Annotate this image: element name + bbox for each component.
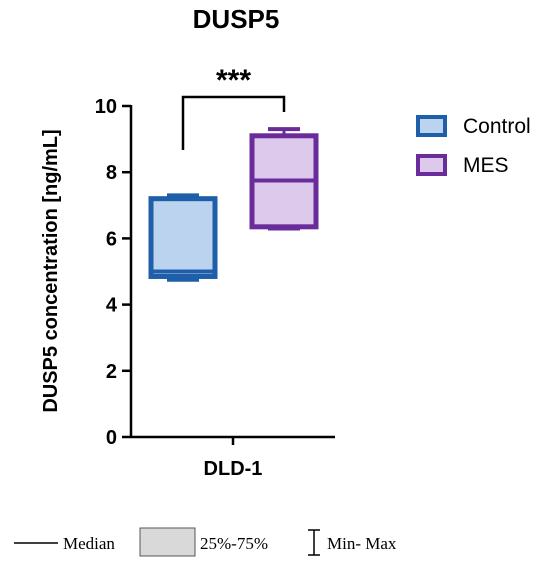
- boxes: [148, 127, 319, 282]
- y-tick-label: 0: [106, 427, 117, 449]
- significance-bracket: ***: [181, 64, 286, 150]
- legend-item-mes: MES: [416, 154, 509, 177]
- legend-swatch: [416, 115, 447, 137]
- y-axis-label: DUSP5 concentration [ng/mL]: [40, 129, 62, 412]
- box-mes: [249, 127, 319, 231]
- y-tick-label: 4: [106, 295, 118, 317]
- key-range-icon: [308, 529, 320, 556]
- key-iqr-swatch: [139, 527, 196, 557]
- key: Median 25%-75% Min- Max: [14, 527, 397, 557]
- key-median-label: Median: [63, 534, 115, 553]
- legend-item-control: Control: [416, 115, 531, 138]
- key-range-label: Min- Max: [327, 534, 397, 553]
- y-tick-label: 2: [106, 361, 117, 383]
- y-tick-label: 10: [95, 96, 117, 118]
- iqr-box: [148, 196, 218, 279]
- chart-title: DUSP5: [193, 4, 280, 34]
- y-tick-label: 8: [106, 162, 117, 184]
- significance-label: ***: [216, 64, 251, 97]
- legend-swatch: [416, 154, 447, 176]
- x-axis-label: DLD-1: [204, 458, 263, 480]
- key-iqr-label: 25%-75%: [200, 534, 268, 553]
- y-axis-ticks: 0 2 4 6 8 10: [95, 96, 131, 449]
- legend: Control MES: [416, 115, 531, 177]
- bracket-line: [181, 95, 286, 150]
- box-control: [148, 193, 218, 282]
- y-tick-label: 6: [106, 228, 117, 250]
- legend-label: MES: [463, 154, 509, 177]
- legend-label: Control: [463, 115, 531, 138]
- axes: [129, 105, 335, 445]
